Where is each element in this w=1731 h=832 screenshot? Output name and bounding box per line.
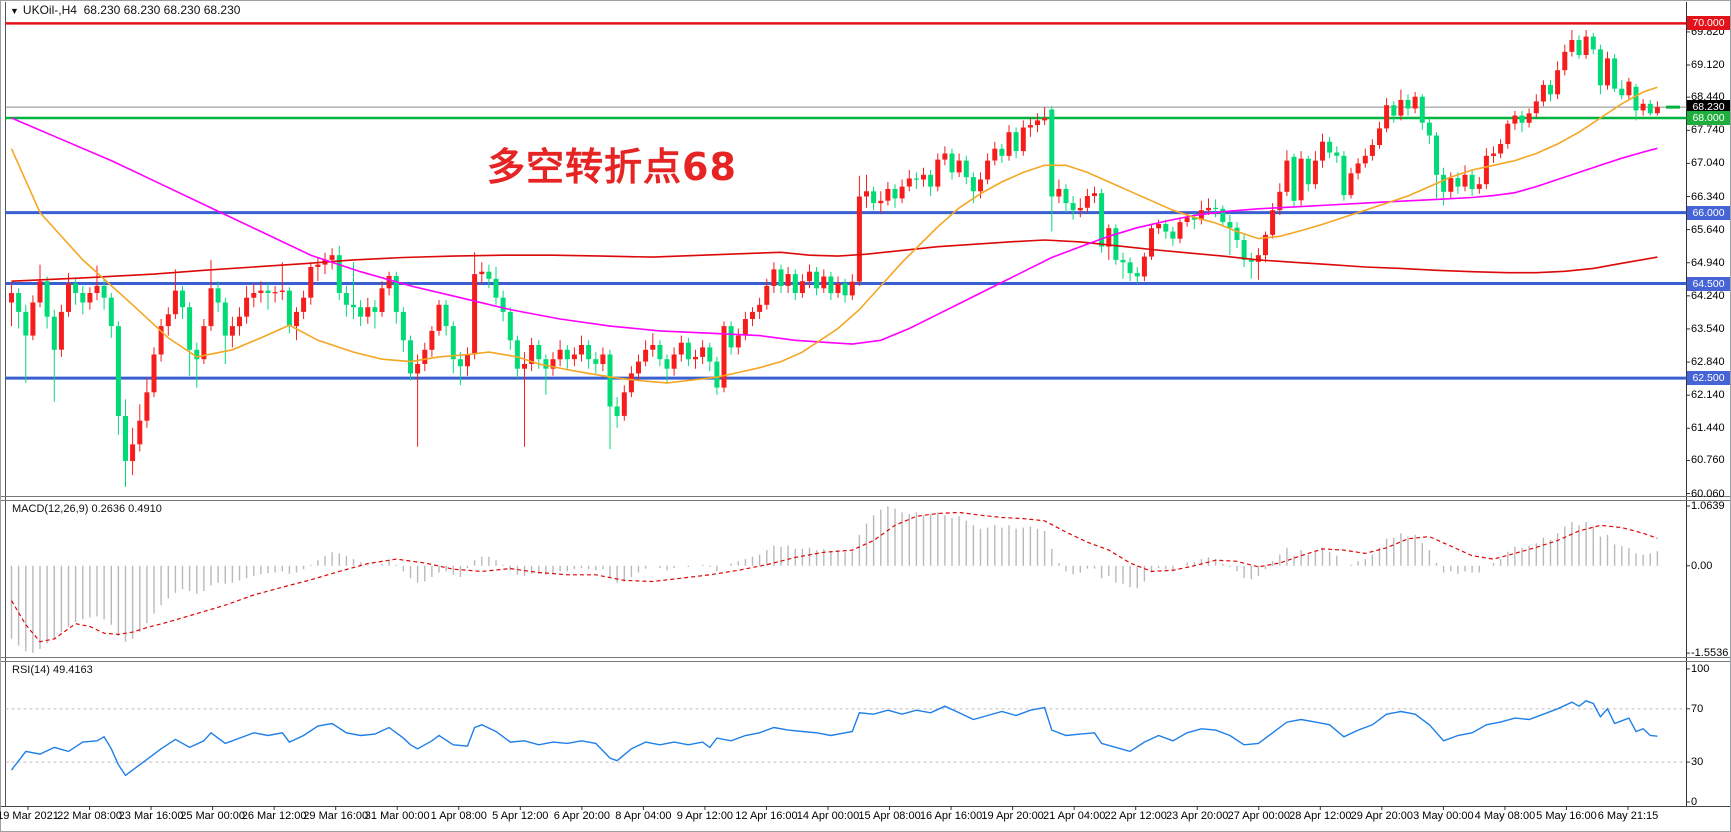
time-tick-label: 22 Mar 08:00	[57, 810, 122, 822]
macd-indicator-label: MACD(12,26,9) 0.2636 0.4910	[12, 503, 162, 515]
time-tick-label: 6 May 21:15	[1597, 810, 1659, 822]
rsi-axis-label: 70	[1691, 702, 1704, 715]
time-tick-label: 5 Apr 12:00	[492, 810, 549, 822]
current-price-marker	[1666, 105, 1680, 109]
time-tick-label: 27 Apr 00:00	[1227, 810, 1290, 822]
time-tick-label: 5 May 16:00	[1536, 810, 1597, 822]
time-tick-label: 1 Apr 08:00	[430, 810, 487, 822]
time-tick-label: 25 Mar 00:00	[180, 810, 246, 822]
time-tick-label: 23 Mar 16:00	[118, 810, 184, 822]
time-tick-label: 8 Apr 04:00	[615, 810, 672, 822]
time-tick-label: 14 Apr 00:00	[796, 810, 860, 822]
price-badge-66.000: 66.000	[1687, 205, 1730, 220]
rsi-axis-label: 30	[1691, 756, 1704, 769]
axis-tick-marks	[27, 31, 1690, 810]
time-tick-label: 16 Apr 16:00	[919, 810, 983, 822]
time-tick-label: 28 Apr 12:00	[1289, 810, 1352, 822]
time-tick-label: 3 May 00:00	[1413, 810, 1474, 822]
candle-wicks-up	[11, 30, 1658, 476]
price-tick-label: 60.760	[1691, 454, 1725, 467]
time-tick-label: 15 Apr 08:00	[858, 810, 921, 822]
price-badge-70.000: 70.000	[1687, 16, 1730, 31]
symbol-dropdown-icon[interactable]: ▼	[10, 6, 19, 16]
macd-axis-label: 1.0639	[1691, 500, 1725, 512]
price-tick-label: 67.040	[1691, 157, 1725, 170]
time-tick-label: 29 Apr 20:00	[1350, 810, 1414, 822]
horizontal-price-lines	[5, 22, 1687, 380]
price-badge-64.500: 64.500	[1687, 276, 1730, 291]
macd-histogram	[10, 506, 1659, 653]
time-tick-label: 19 Mar 2021	[0, 810, 59, 822]
rsi-indicator-label: RSI(14) 49.4163	[12, 664, 93, 676]
rsi-axis-label: 100	[1691, 662, 1710, 675]
time-tick-label: 4 May 08:00	[1474, 810, 1536, 822]
price-tick-label: 62.840	[1691, 356, 1725, 369]
time-tick-label: 19 Apr 20:00	[981, 810, 1044, 822]
price-tick-label: 63.540	[1691, 322, 1725, 335]
price-badge-68.000: 68.000	[1687, 111, 1730, 125]
ma-red-line[interactable]	[11, 239, 1658, 282]
price-tick-label: 62.140	[1691, 389, 1725, 402]
symbol-ohlc: 68.230 68.230 68.230 68.230	[83, 3, 241, 17]
price-badge-62.500: 62.500	[1687, 371, 1730, 386]
time-tick-label: 21 Apr 04:00	[1042, 810, 1106, 822]
time-tick-label: 6 Apr 20:00	[553, 810, 610, 822]
candles-series	[9, 30, 1660, 487]
macd-signal-line[interactable]	[10, 511, 1658, 643]
time-tick-label: 23 Apr 20:00	[1166, 810, 1229, 822]
macd-axis-label: -1.5536	[1691, 647, 1729, 660]
time-tick-label: 9 Apr 12:00	[676, 810, 734, 822]
price-tick-label: 64.240	[1691, 289, 1725, 302]
time-tick-label: 31 Mar 00:00	[364, 810, 430, 822]
time-tick-label: 26 Mar 12:00	[241, 810, 307, 822]
time-tick-label: 12 Apr 16:00	[735, 810, 798, 822]
ma-orange-line[interactable]	[10, 86, 1658, 384]
price-tick-label: 61.440	[1691, 422, 1725, 435]
price-tick-label: 65.640	[1691, 223, 1725, 236]
price-tick-label: 67.740	[1691, 124, 1725, 137]
symbol-info: ▼ UKOil-,H4 68.230 68.230 68.230 68.230	[10, 3, 240, 17]
price-tick-label: 66.340	[1691, 190, 1725, 203]
price-tick-label: 69.120	[1691, 59, 1725, 72]
price-tick-label: 60.060	[1691, 487, 1725, 500]
price-badge-68.230: 68.230	[1687, 100, 1730, 115]
ma-magenta-line[interactable]	[11, 117, 1658, 345]
macd-axis-label: 0.00	[1691, 559, 1713, 572]
time-tick-label: 22 Apr 12:00	[1104, 810, 1167, 822]
rsi-panel-lines	[5, 708, 1687, 763]
time-tick-label: 29 Mar 16:00	[303, 810, 369, 822]
rsi-axis-label: 0	[1691, 796, 1698, 808]
candle-wicks-down	[18, 32, 1651, 487]
chart-annotation-text: 多空转折点68	[487, 145, 737, 189]
price-tick-label: 64.940	[1691, 256, 1725, 269]
symbol-name: UKOil-,H4	[22, 3, 77, 17]
rsi-line[interactable]	[10, 700, 1658, 777]
